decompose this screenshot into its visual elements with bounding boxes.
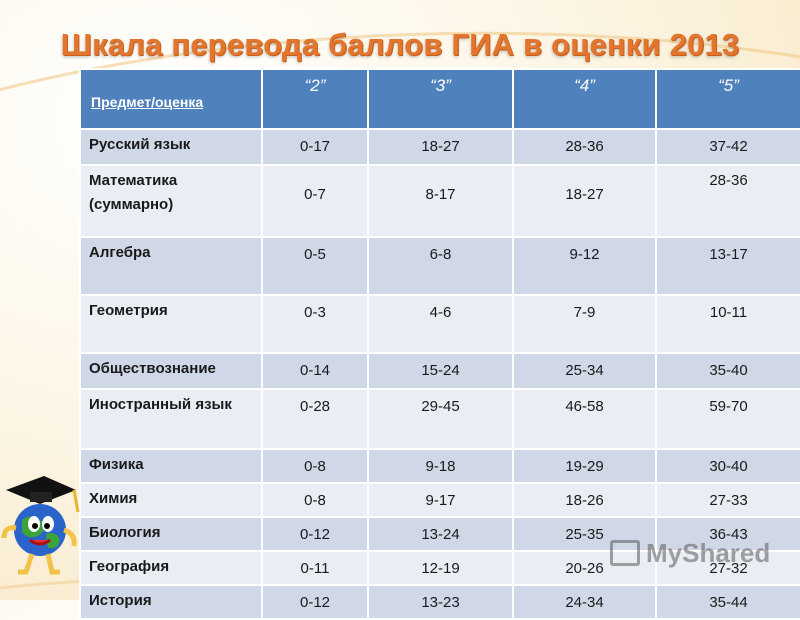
table-row: История 0-12 13-23 24-34 35-44 xyxy=(79,584,800,620)
score-cell: 36-43 xyxy=(655,516,800,552)
score-cell: 9-18 xyxy=(367,448,514,484)
subject-grade-header: Предмет/оценка xyxy=(79,68,263,130)
score-cell: 0-7 xyxy=(261,164,369,238)
subject-cell: Алгебра xyxy=(79,236,263,296)
score-cell: 35-40 xyxy=(655,352,800,390)
score-cell: 28-36 xyxy=(512,128,657,166)
score-cell: 4-6 xyxy=(367,294,514,354)
score-cell: 35-44 xyxy=(655,584,800,620)
globe-graduate-mascot-icon xyxy=(1,476,80,575)
table-header-row: Предмет/оценка “2” “3” “4” “5” xyxy=(79,68,800,130)
subject-cell: Химия xyxy=(79,482,263,518)
table-row: Биология 0-12 13-24 25-35 36-43 xyxy=(79,516,800,552)
watermark: MyShared xyxy=(610,536,770,570)
score-cell: 18-27 xyxy=(367,128,514,166)
table-row: Иностранный язык 0-28 29-45 46-58 59-70 xyxy=(79,388,800,450)
table-row: Геометрия 0-3 4-6 7-9 10-11 xyxy=(79,294,800,354)
subject-cell: Геометрия xyxy=(79,294,263,354)
grade-2-header: “2” xyxy=(261,68,369,130)
grade-3-header: “3” xyxy=(367,68,514,130)
subject-cell: История xyxy=(79,584,263,620)
score-cell: 0-28 xyxy=(261,388,369,450)
score-cell: 0-8 xyxy=(261,482,369,518)
grade-4-header: “4” xyxy=(512,68,657,130)
table-row: Алгебра 0-5 6-8 9-12 13-17 xyxy=(79,236,800,296)
table-row: Русский язык 0-17 18-27 28-36 37-42 xyxy=(79,128,800,166)
score-cell: 25-34 xyxy=(512,352,657,390)
score-cell: 0-5 xyxy=(261,236,369,296)
score-cell: 9-17 xyxy=(367,482,514,518)
score-cell: 13-24 xyxy=(367,516,514,552)
score-cell: 0-14 xyxy=(261,352,369,390)
score-cell: 18-27 xyxy=(512,164,657,238)
score-cell: 0-12 xyxy=(261,516,369,552)
score-cell: 0-8 xyxy=(261,448,369,484)
score-cell: 27-33 xyxy=(655,482,800,518)
subject-cell: Иностранный язык xyxy=(79,388,263,450)
score-cell: 7-9 xyxy=(512,294,657,354)
score-cell: 13-17 xyxy=(655,236,800,296)
score-cell: 59-70 xyxy=(655,388,800,450)
score-cell: 28-36 xyxy=(655,164,800,238)
score-cell: 27-32 xyxy=(655,550,800,586)
table-row: Химия 0-8 9-17 18-26 27-33 xyxy=(79,482,800,518)
score-cell: 0-3 xyxy=(261,294,369,354)
score-cell: 15-24 xyxy=(367,352,514,390)
score-cell: 18-26 xyxy=(512,482,657,518)
score-cell: 25-35 xyxy=(512,516,657,552)
score-cell: 10-11 xyxy=(655,294,800,354)
subject-cell: Физика xyxy=(79,448,263,484)
score-cell: 37-42 xyxy=(655,128,800,166)
page-title: Шкала перевода баллов ГИА в оценки 2013 xyxy=(60,27,740,62)
score-cell: 46-58 xyxy=(512,388,657,450)
table-row: Обществознание 0-14 15-24 25-34 35-40 xyxy=(79,352,800,390)
table-row: География 0-11 12-19 20-26 27-32 xyxy=(79,550,800,586)
score-cell: 19-29 xyxy=(512,448,657,484)
score-cell: 24-34 xyxy=(512,584,657,620)
table-row: Физика 0-8 9-18 19-29 30-40 xyxy=(79,448,800,484)
score-cell: 0-12 xyxy=(261,584,369,620)
subject-cell: Математика (суммарно) xyxy=(79,164,263,238)
watermark-text: MyShared xyxy=(646,537,771,568)
score-cell: 30-40 xyxy=(655,448,800,484)
grade-5-header: “5” xyxy=(655,68,800,130)
score-cell: 12-19 xyxy=(367,550,514,586)
subject-cell: Русский язык xyxy=(79,128,263,166)
subject-cell: Обществознание xyxy=(79,352,263,390)
subject-cell: Биология xyxy=(79,516,263,552)
score-cell: 13-23 xyxy=(367,584,514,620)
score-cell: 0-17 xyxy=(261,128,369,166)
presentation-board-icon xyxy=(610,540,640,566)
table-row: Математика (суммарно) 0-7 8-17 18-27 28-… xyxy=(79,164,800,238)
grade-conversion-table: Предмет/оценка “2” “3” “4” “5” Русский я… xyxy=(79,68,800,620)
score-cell: 20-26 xyxy=(512,550,657,586)
score-cell: 29-45 xyxy=(367,388,514,450)
score-cell: 0-11 xyxy=(261,550,369,586)
score-cell: 8-17 xyxy=(367,164,514,238)
score-cell: 6-8 xyxy=(367,236,514,296)
subject-cell: География xyxy=(79,550,263,586)
score-cell: 9-12 xyxy=(512,236,657,296)
